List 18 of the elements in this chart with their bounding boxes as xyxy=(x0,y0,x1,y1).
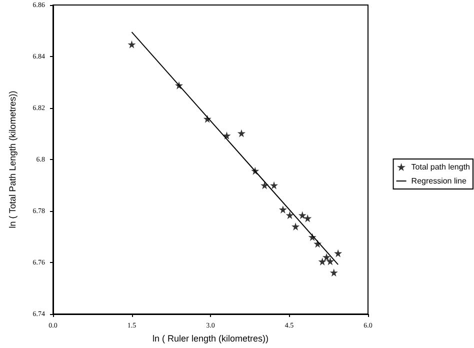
point xyxy=(270,181,278,190)
y-axis-title: ln ( Total Path Length (kilometres)) xyxy=(8,90,18,228)
point xyxy=(304,214,312,222)
point xyxy=(286,211,294,220)
point xyxy=(292,222,300,230)
legend-label: Regression line xyxy=(411,176,467,186)
point xyxy=(330,268,338,277)
point xyxy=(222,132,231,140)
point xyxy=(326,257,334,266)
point xyxy=(128,40,136,48)
x-axis-title: ln ( Ruler length (kilometres)) xyxy=(152,334,269,344)
legend-label: Total path length xyxy=(411,162,470,172)
point xyxy=(237,129,246,138)
point xyxy=(278,205,287,214)
point xyxy=(318,257,326,266)
point xyxy=(322,253,331,262)
point xyxy=(298,211,306,220)
point xyxy=(334,249,342,258)
